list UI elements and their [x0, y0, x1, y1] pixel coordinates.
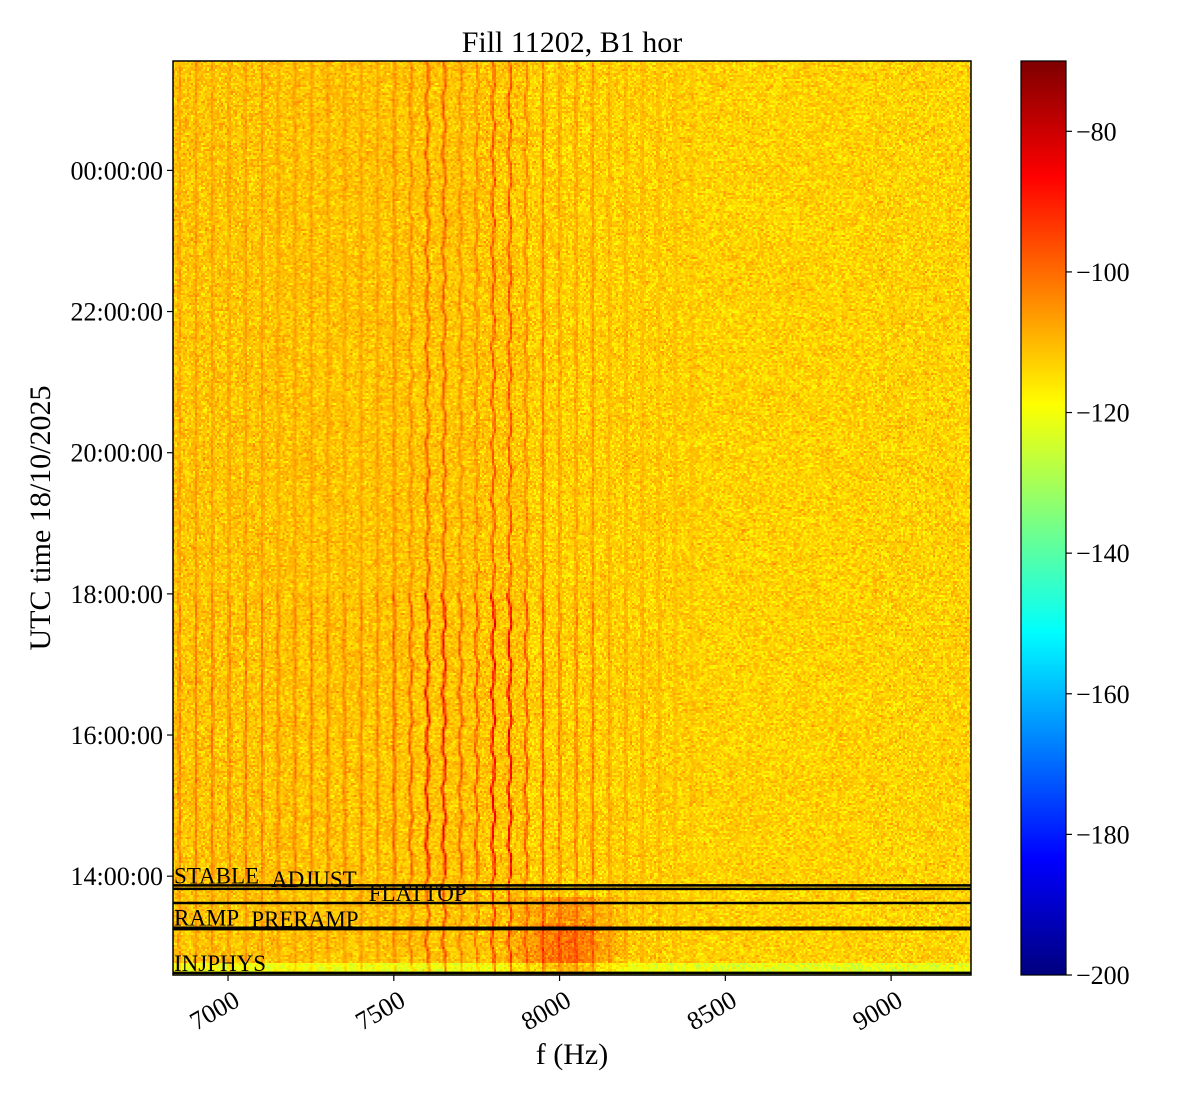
beam-mode-label: STABLE	[174, 863, 259, 888]
x-tick-label: 9000	[848, 985, 908, 1036]
y-tick-label: 16:00:00	[71, 721, 163, 750]
chart-title: Fill 11202, B1 hor	[462, 26, 683, 59]
colorbar-tick-label: −180	[1076, 820, 1130, 849]
y-tick-label: 18:00:00	[71, 580, 163, 609]
x-tick-label: 7000	[185, 985, 245, 1036]
y-tick-label: 00:00:00	[71, 156, 163, 185]
x-tick-label: 8000	[516, 985, 576, 1036]
x-tick-label: 8500	[682, 985, 742, 1036]
x-axis-ticks: 7000 7500 8000 8500 9000	[185, 975, 908, 1036]
colorbar-frame	[1020, 60, 1067, 976]
colorbar-gradient	[1021, 61, 1066, 975]
y-axis-label: UTC time 18/10/2025	[24, 386, 57, 651]
colorbar-tick-label: −120	[1076, 399, 1130, 428]
colorbar-tick-label: −200	[1076, 961, 1130, 990]
colorbar-tick-label: −160	[1076, 680, 1130, 709]
y-tick-label: 20:00:00	[71, 439, 163, 468]
y-tick-label: 22:00:00	[71, 298, 163, 327]
y-tick-label: 14:00:00	[71, 862, 163, 891]
beam-mode-label: FLATTOP	[369, 881, 467, 906]
spectrogram-heatmap	[173, 61, 971, 975]
beam-mode-label: ADJUST	[271, 867, 357, 892]
y-axis-ticks: 14:00:00 16:00:00 18:00:00 20:00:00 22:00:00…	[71, 156, 173, 891]
x-tick-label: 7500	[350, 985, 410, 1036]
beam-mode-label: INJPHYS	[174, 951, 266, 976]
beam-mode-markers: STABLE ADJUST FLATTOP RAMP PRERAMP INJPHYS	[173, 863, 971, 976]
plot-frame	[172, 60, 972, 976]
colorbar-tick-label: −80	[1076, 117, 1117, 146]
colorbar-tick-label: −100	[1076, 258, 1130, 287]
x-axis-label: f (Hz)	[536, 1038, 608, 1071]
beam-mode-label: PRERAMP	[251, 907, 358, 932]
colorbar-ticks: −80 −100 −120 −140 −160 −180 −200	[1066, 117, 1130, 990]
colorbar-tick-label: −140	[1076, 539, 1130, 568]
beam-mode-label: RAMP	[174, 906, 239, 931]
